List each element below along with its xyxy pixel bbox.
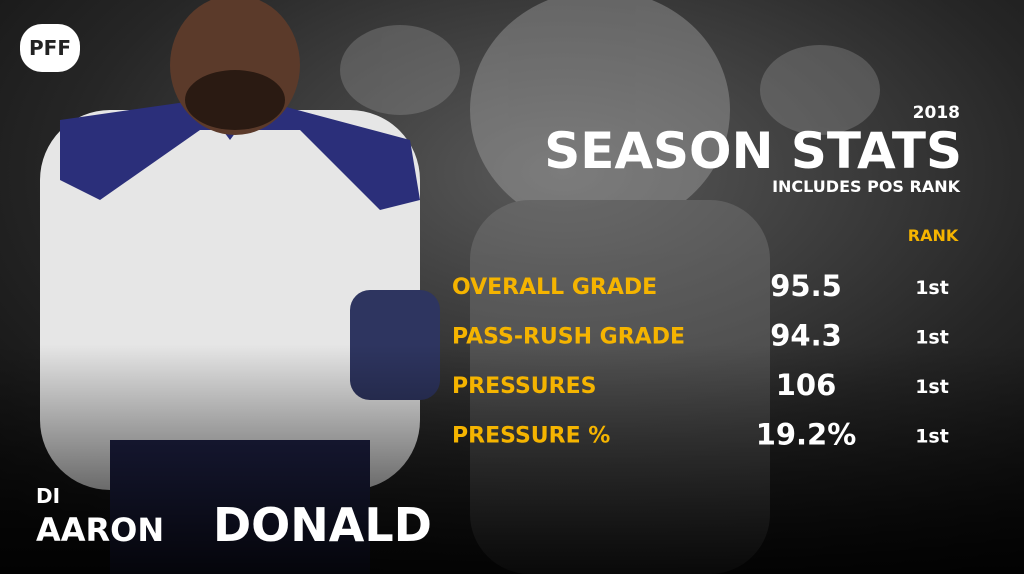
stat-value: 106 (776, 368, 837, 402)
stat-rank: 1st (915, 376, 949, 398)
stat-rank: 1st (915, 426, 949, 448)
logo: PFF (29, 36, 71, 60)
subtitle: INCLUDES POS RANK (772, 177, 961, 196)
stat-label: OVERALL GRADE (452, 275, 657, 300)
stat-label: PRESSURE % (452, 424, 610, 449)
logo-badge (20, 24, 80, 72)
title: SEASON STATS (544, 122, 962, 180)
stat-rank: 1st (915, 327, 949, 349)
year: 2018 (913, 103, 960, 123)
stat-value: 95.5 (770, 269, 842, 303)
stats-table: OVERALL GRADE 95.5 1st PASS-RUSH GRADE 94.3 1… (452, 269, 949, 452)
stat-value: 94.3 (770, 319, 842, 353)
stat-value: 19.2% (756, 418, 857, 452)
player-first-name: AARON (36, 511, 164, 549)
player-position: DI (36, 484, 60, 508)
stat-label: PRESSURES (452, 374, 596, 399)
stat-label: PASS-RUSH GRADE (452, 325, 685, 350)
rank-header: RANK (908, 226, 959, 245)
player-last-name: DONALD (213, 498, 432, 552)
stat-rank: 1st (915, 277, 949, 299)
